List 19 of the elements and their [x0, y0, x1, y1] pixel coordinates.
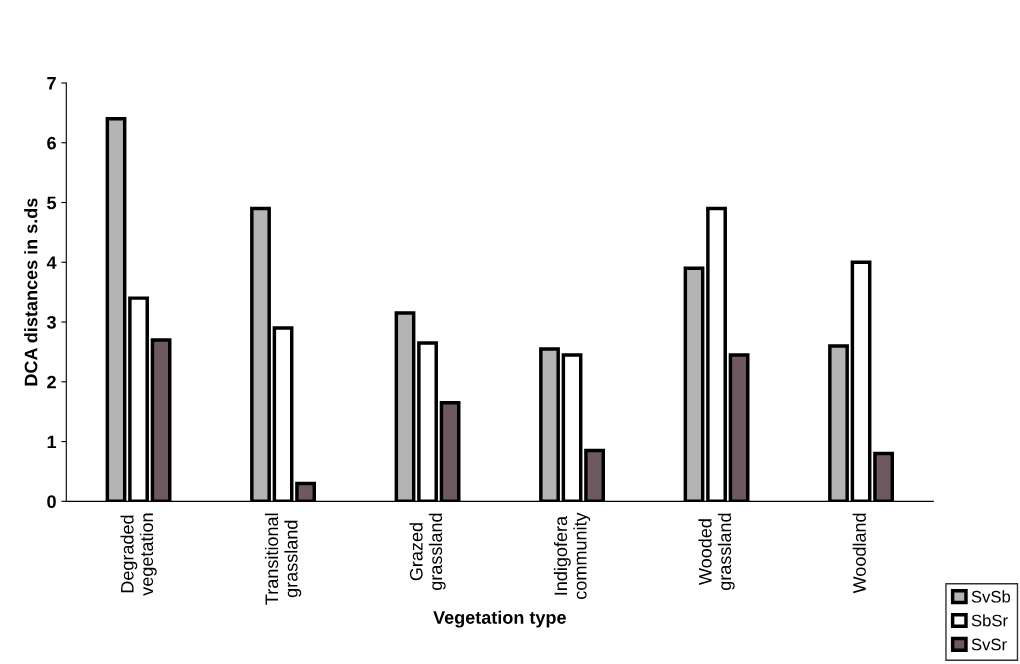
- x-tick-label: Degraded vegetation: [120, 513, 157, 596]
- x-tick-label: Indigofera community: [553, 512, 591, 599]
- x-tick-label: Wooded grassland: [698, 513, 735, 590]
- x-tick-label: Transitional grassland: [264, 513, 302, 605]
- y-tick-label: 1: [47, 435, 57, 449]
- y-tick-label: 6: [47, 136, 56, 150]
- x-tick-label: Grazed grassland: [409, 513, 446, 590]
- x-axis-title: Vegetation type: [433, 610, 566, 628]
- y-tick-label: 4: [46, 256, 57, 269]
- y-tick-label: 7: [47, 77, 56, 90]
- legend-label: SbSr: [971, 614, 1008, 627]
- x-tick-label: Woodland: [852, 513, 866, 594]
- legend-label: SvSb: [971, 590, 1011, 603]
- y-axis-title: DCA distances in s.ds: [24, 198, 38, 386]
- y-tick-label: 3: [46, 315, 56, 329]
- y-tick-label: 5: [47, 196, 57, 210]
- y-tick-label: 0: [47, 495, 56, 509]
- legend-label: SvSr: [971, 638, 1007, 651]
- y-tick-label: 2: [47, 375, 56, 389]
